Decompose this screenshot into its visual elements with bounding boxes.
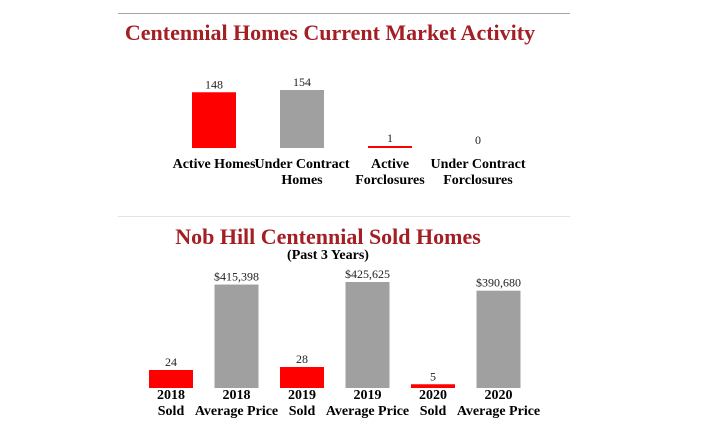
sold-value-label-1: $415,398 — [214, 270, 259, 284]
sold-category-label-2-1: Sold — [289, 404, 316, 419]
sold-bar-5 — [476, 290, 521, 388]
sold-category-label-4-0: 2020 — [419, 388, 447, 403]
market-value-label-3: 0 — [475, 133, 481, 147]
sold-value-label-2: 28 — [296, 352, 308, 366]
sold-category-label-0-0: 2018 — [157, 388, 185, 403]
sold-homes-subtitle: (Past 3 Years) — [287, 248, 369, 263]
market-bar-2 — [368, 146, 412, 148]
market-category-label-3-0: Under Contract — [430, 157, 525, 172]
sold-value-label-3: $425,625 — [345, 267, 390, 281]
market-category-label-2-0: Active — [371, 157, 409, 172]
sold-category-label-1-1: Average Price — [195, 404, 278, 419]
sold-category-label-3-1: Average Price — [326, 404, 409, 419]
sold-bar-0 — [149, 370, 193, 388]
market-value-label-2: 1 — [387, 131, 393, 145]
market-activity-title: Centennial Homes Current Market Activity — [124, 20, 536, 45]
sold-bar-4 — [411, 384, 455, 388]
sold-homes-title: Nob Hill Centennial Sold Homes — [175, 224, 481, 249]
sold-bar-2 — [280, 367, 324, 388]
market-category-label-0-0: Active Homes — [173, 157, 256, 172]
market-category-label-1-0: Under Contract — [254, 157, 349, 172]
section-divider — [118, 216, 570, 217]
market-bar-0 — [192, 92, 236, 148]
sold-bar-1 — [214, 284, 259, 388]
sold-category-label-4-1: Sold — [420, 404, 447, 419]
sold-category-label-5-0: 2020 — [485, 388, 513, 403]
sold-value-label-0: 24 — [165, 355, 177, 369]
sold-bar-3 — [345, 282, 390, 388]
market-category-label-2-1: Forclosures — [355, 173, 425, 188]
market-value-label-0: 148 — [205, 77, 223, 91]
sold-category-label-2-0: 2019 — [288, 388, 316, 403]
market-category-label-1-1: Homes — [281, 173, 323, 188]
sold-value-label-5: $390,680 — [476, 276, 521, 290]
sold-category-label-5-1: Average Price — [457, 404, 540, 419]
market-category-label-3-1: Forclosures — [443, 173, 513, 188]
sold-value-label-4: 5 — [430, 369, 436, 383]
market-value-label-1: 154 — [293, 75, 311, 89]
sold-category-label-3-0: 2019 — [354, 388, 382, 403]
sold-category-label-0-1: Sold — [158, 404, 185, 419]
market-bar-1 — [280, 90, 324, 148]
sold-category-label-1-0: 2018 — [223, 388, 251, 403]
top-divider — [118, 13, 570, 14]
